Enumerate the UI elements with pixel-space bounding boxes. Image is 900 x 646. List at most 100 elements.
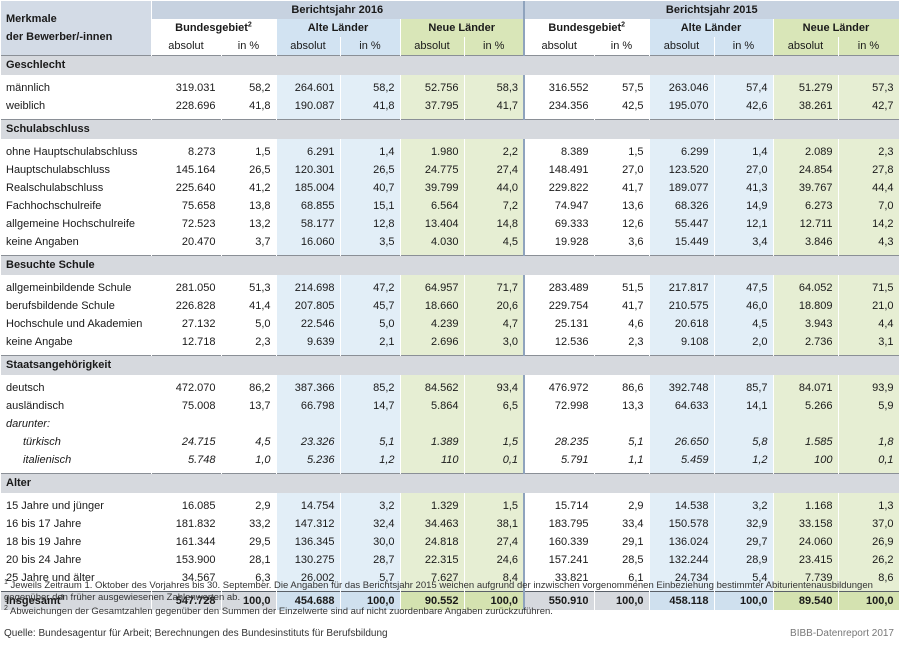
section-title: Besuchte Schule xyxy=(1,255,900,275)
value-percent: 6,1 xyxy=(594,569,650,587)
unit-pct: in % xyxy=(464,37,525,56)
spacer-cell xyxy=(400,375,465,379)
value-absolute: 75.658 xyxy=(151,197,222,215)
spacer-cell xyxy=(151,75,222,79)
value-percent: 27,8 xyxy=(838,161,900,179)
spacer-cell xyxy=(340,75,401,79)
value-percent: 47,5 xyxy=(714,279,774,297)
spacer-cell xyxy=(773,115,839,120)
value-percent: 29,7 xyxy=(714,533,774,551)
value-percent: 4,3 xyxy=(838,233,900,251)
row-label: keine Angaben xyxy=(1,233,152,251)
spacer-cell xyxy=(151,351,222,356)
spacer-cell xyxy=(151,139,222,143)
value-percent: 13,8 xyxy=(221,197,277,215)
value-absolute: 4.239 xyxy=(400,315,465,333)
value-absolute: 8.389 xyxy=(523,143,595,161)
value-percent: 1,5 xyxy=(594,143,650,161)
spacer-cell xyxy=(838,139,900,143)
value-percent: 3,4 xyxy=(714,233,774,251)
value-absolute: 69.333 xyxy=(523,215,595,233)
spacer-cell xyxy=(838,375,900,379)
value-percent xyxy=(714,415,774,433)
value-percent: 29,1 xyxy=(594,533,650,551)
value-percent: 1,4 xyxy=(714,143,774,161)
spacer-cell xyxy=(400,469,465,474)
table-row: 16 bis 17 Jahre 181.832 33,2 147.312 32,4 34.… xyxy=(1,515,900,533)
value-absolute: 75.008 xyxy=(151,397,222,415)
spacer-cell xyxy=(649,351,715,356)
value-percent: 85,7 xyxy=(714,379,774,397)
value-absolute: 15.714 xyxy=(523,497,595,515)
value-absolute: 392.748 xyxy=(649,379,715,397)
value-percent: 51,5 xyxy=(594,279,650,297)
value-absolute: 153.900 xyxy=(151,551,222,569)
spacer-cell xyxy=(649,139,715,143)
value-percent: 5,0 xyxy=(340,315,401,333)
value-absolute: 3.943 xyxy=(773,315,839,333)
value-percent: 57,4 xyxy=(714,79,774,97)
value-percent: 28,5 xyxy=(594,551,650,569)
total-absolute: 550.910 xyxy=(523,591,595,610)
total-absolute: 90.552 xyxy=(400,591,465,610)
total-percent: 100,0 xyxy=(340,591,401,610)
value-absolute: 51.279 xyxy=(773,79,839,97)
total-row: Insgesamt3 547.728 100,0 454.688 100,0 90.552… xyxy=(1,591,900,610)
value-percent: 0,1 xyxy=(838,451,900,469)
value-percent: 28,9 xyxy=(714,551,774,569)
value-absolute: 19.928 xyxy=(523,233,595,251)
spacer-cell xyxy=(276,375,341,379)
spacer-cell xyxy=(276,493,341,497)
value-percent: 1,0 xyxy=(221,451,277,469)
value-percent: 2,1 xyxy=(340,333,401,351)
value-percent: 3,1 xyxy=(838,333,900,351)
spacer-cell xyxy=(838,469,900,474)
spacer-cell xyxy=(714,115,774,120)
spacer-cell xyxy=(594,587,650,592)
spacer-row xyxy=(1,139,900,143)
value-absolute: 1.585 xyxy=(773,433,839,451)
value-absolute: 5.266 xyxy=(773,397,839,415)
value-absolute: 207.805 xyxy=(276,297,341,315)
spacer-cell xyxy=(649,587,715,592)
value-absolute: 24.060 xyxy=(773,533,839,551)
value-absolute: 23.326 xyxy=(276,433,341,451)
value-absolute: 226.828 xyxy=(151,297,222,315)
section-title: Schulabschluss xyxy=(1,119,900,139)
value-absolute: 64.957 xyxy=(400,279,465,297)
value-percent: 38,1 xyxy=(464,515,525,533)
section-header: Alter xyxy=(1,473,900,493)
spacer-cell xyxy=(400,115,465,120)
spacer-cell xyxy=(400,139,465,143)
spacer-cell xyxy=(1,115,152,120)
row-label: ohne Hauptschulabschluss xyxy=(1,143,152,161)
spacer-cell xyxy=(773,375,839,379)
year-2015-header: Berichtsjahr 2015 xyxy=(523,1,900,19)
table-row: türkisch 24.715 4,5 23.326 5,1 1.389 1,5 28.235… xyxy=(1,433,900,451)
spacer-cell xyxy=(151,251,222,256)
value-absolute: 33.821 xyxy=(523,569,595,587)
value-percent: 8,6 xyxy=(838,569,900,587)
value-absolute: 190.087 xyxy=(276,97,341,115)
value-percent: 5,8 xyxy=(714,433,774,451)
spacer-cell xyxy=(773,351,839,356)
value-absolute xyxy=(773,415,839,433)
value-absolute: 4.030 xyxy=(400,233,465,251)
table-row: 25 Jahre und älter 34.567 6,3 26.002 5,7 7.62… xyxy=(1,569,900,587)
value-percent: 1,2 xyxy=(714,451,774,469)
value-absolute: 7.627 xyxy=(400,569,465,587)
unit-pct: in % xyxy=(221,37,277,56)
total-absolute: 458.118 xyxy=(649,591,715,610)
value-percent: 12,1 xyxy=(714,215,774,233)
value-absolute: 39.799 xyxy=(400,179,465,197)
spacer-cell xyxy=(714,351,774,356)
value-percent: 1,1 xyxy=(594,451,650,469)
value-percent: 86,2 xyxy=(221,379,277,397)
value-percent: 2,3 xyxy=(221,333,277,351)
spacer-cell xyxy=(221,75,277,79)
spacer-cell xyxy=(276,139,341,143)
value-percent: 57,5 xyxy=(594,79,650,97)
value-percent: 14,8 xyxy=(464,215,525,233)
header-row-years: Merkmale der Bewerber/-innen Berichtsjah… xyxy=(1,1,900,56)
row-label: 20 bis 24 Jahre xyxy=(1,551,152,569)
